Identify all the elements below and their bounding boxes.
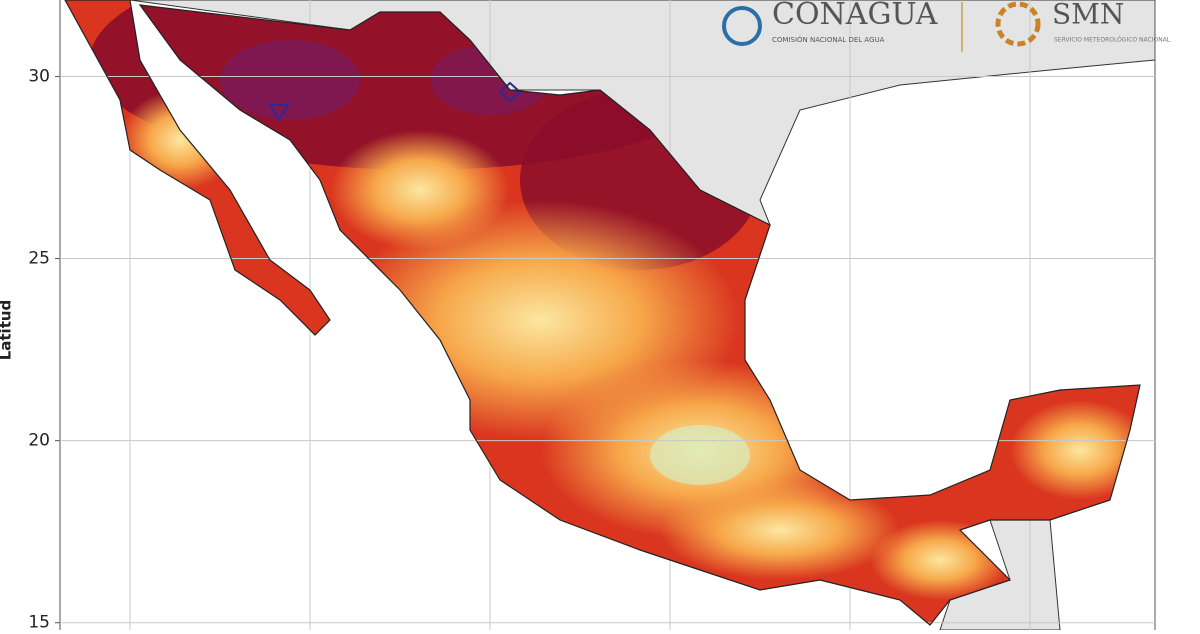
conagua-icon [722, 6, 762, 46]
logo-subtitle: COMISIÓN NACIONAL DEL AGUA [772, 35, 885, 44]
y-tick-label: 25 [28, 249, 50, 269]
logo-subtitle: SERVICIO METEOROLÓGICO NACIONAL [1054, 37, 1171, 44]
max-marker [498, 81, 522, 103]
logo-title: CONAGUA [772, 0, 938, 32]
y-axis-label: Latitud [0, 300, 15, 361]
smn-icon [995, 1, 1041, 47]
min-marker [268, 104, 290, 122]
logo-title: SMN [1052, 0, 1124, 31]
y-tick-label: 30 [28, 66, 50, 86]
y-tick-label: 15 [28, 613, 50, 630]
coastline [64, 0, 1141, 626]
logos: CONAGUA COMISIÓN NACIONAL DEL AGUA SMN S… [722, 0, 1171, 52]
y-tick-label: 20 [28, 431, 50, 451]
